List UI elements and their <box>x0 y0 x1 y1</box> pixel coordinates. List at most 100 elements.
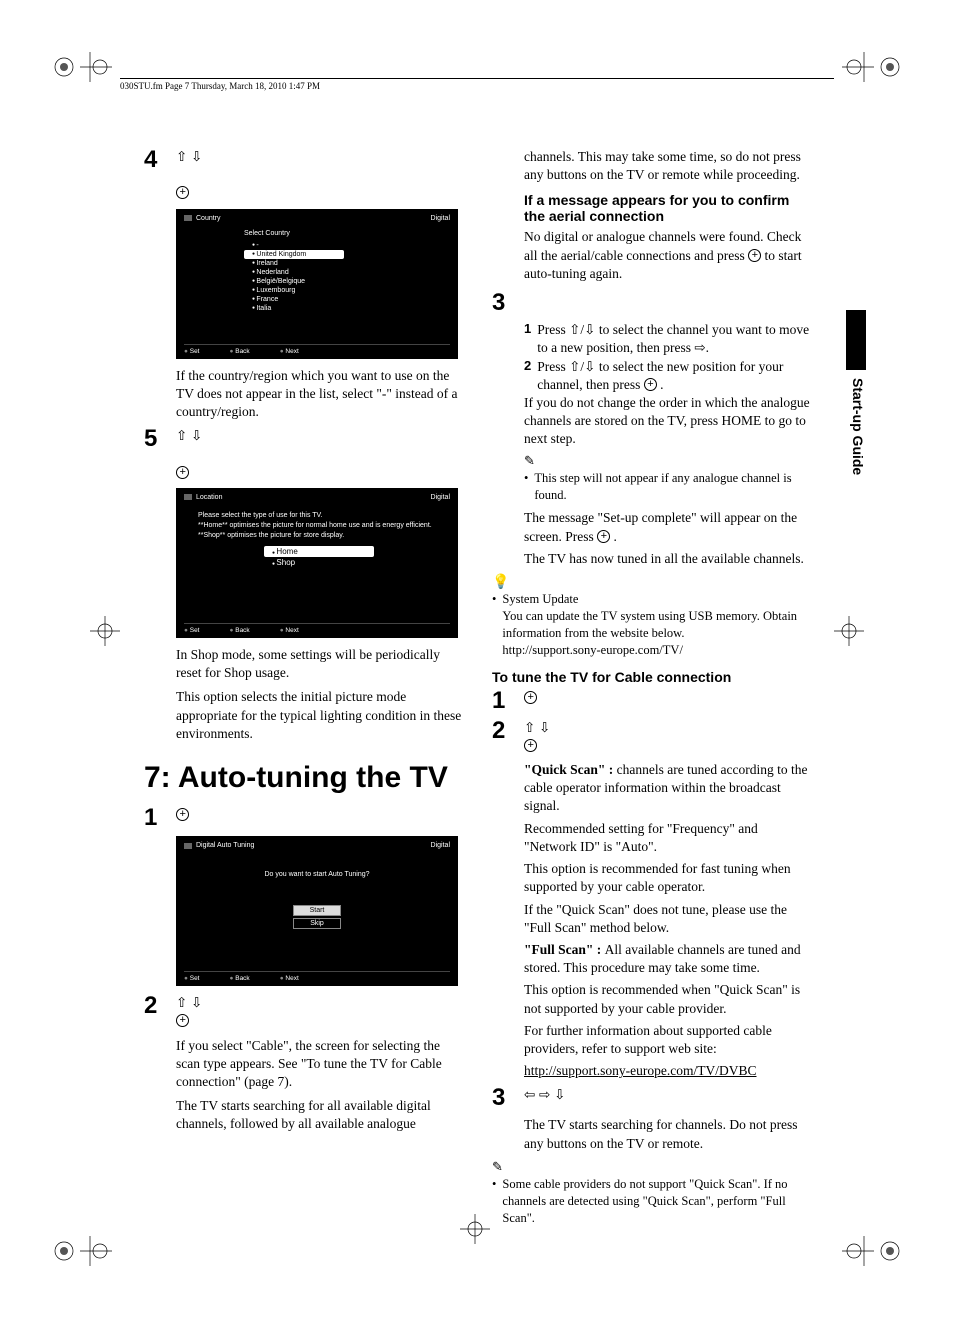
tv-right-label: Digital <box>431 494 450 501</box>
step-number: 1 <box>492 689 512 713</box>
country-item: Italia <box>244 304 450 313</box>
arrow-icons: ⇧ ⇩ <box>176 995 202 1010</box>
reg-mark <box>834 616 864 646</box>
tv-title: Country <box>196 215 221 222</box>
step-number: 3 <box>492 291 512 315</box>
para3: If you do not change the order in which … <box>524 394 812 449</box>
note-icon: ✎ <box>492 1159 503 1174</box>
step-number: 2 <box>492 719 512 755</box>
country-item: Luxembourg <box>244 286 450 295</box>
loc-opt-home: Home <box>264 546 374 557</box>
crop-mark <box>52 1236 112 1266</box>
crop-mark <box>842 1236 902 1266</box>
step5-para2: This option selects the initial picture … <box>176 688 464 743</box>
tv-screen-location: Location Digital Please select the type … <box>176 488 458 638</box>
tv-foot-set: Set <box>184 348 200 355</box>
auto-tune-question: Do you want to start Auto Tuning? <box>184 871 450 878</box>
tip-body: System Update You can update the TV syst… <box>502 591 812 659</box>
tv-foot-next: Next <box>280 975 299 982</box>
enter-icon <box>176 466 189 479</box>
left-column: 4 ⇧ ⇩ Country Digital Select Country - U… <box>144 148 464 1227</box>
tv-foot-back: Back <box>230 348 250 355</box>
para4b: The TV has now tuned in all the availabl… <box>524 550 812 568</box>
country-item: - <box>244 241 450 250</box>
reg-mark <box>90 616 120 646</box>
side-tab <box>846 310 866 370</box>
para4a: The message "Set-up complete" will appea… <box>524 509 812 545</box>
country-item-selected: United Kingdom <box>244 250 344 259</box>
quick-rec3: If the "Quick Scan" does not tune, pleas… <box>524 901 812 937</box>
full-scan: "Full Scan" : All available channels are… <box>524 941 812 977</box>
tv-title: Digital Auto Tuning <box>196 842 254 849</box>
right-column: channels. This may take some time, so do… <box>492 148 812 1227</box>
c3-para: The TV starts searching for channels. Do… <box>524 1116 812 1152</box>
loc-desc: Please select the type of use for this T… <box>198 511 450 521</box>
enter-icon <box>524 739 537 752</box>
enter-icon <box>644 378 657 391</box>
country-item: België/Belgique <box>244 277 450 286</box>
loc-opt-shop: Shop <box>264 557 374 568</box>
page-header-meta: 030STU.fm Page 7 Thursday, March 18, 201… <box>120 78 834 91</box>
arrow-icons: ⇧ ⇩ <box>176 428 202 443</box>
tv-right-label: Digital <box>431 215 450 222</box>
country-item: Ireland <box>244 259 450 268</box>
full-body2: This option is recommended when "Quick S… <box>524 981 812 1017</box>
arrow-icons: ⇧ ⇩ <box>524 720 550 735</box>
full-body3: For further information about supported … <box>524 1022 812 1058</box>
quick-rec: Recommended setting for "Frequency" and … <box>524 820 812 856</box>
loc-desc: **Home** optimises the picture for norma… <box>198 521 450 531</box>
step4-paragraph: If the country/region which you want to … <box>176 367 464 422</box>
tv-title: Location <box>196 494 222 501</box>
step2-para1: If you select "Cable", the screen for se… <box>176 1037 464 1092</box>
cable-head: To tune the TV for Cable connection <box>492 669 812 685</box>
substep-text: Press ⇧/⇩ to select the new position for… <box>537 358 812 394</box>
substep-text: Press ⇧/⇩ to select the channel you want… <box>537 321 812 357</box>
step-number: 1 <box>144 806 164 830</box>
top-continuation: channels. This may take some time, so do… <box>524 148 812 184</box>
aerial-msg-head: If a message appears for you to confirm … <box>524 192 812 224</box>
tv-right-label: Digital <box>431 842 450 849</box>
select-country-label: Select Country <box>244 230 450 237</box>
step-number: 5 <box>144 427 164 482</box>
quick-scan: "Quick Scan" : channels are tuned accord… <box>524 761 812 816</box>
enter-icon <box>176 186 189 199</box>
tip-icon: 💡 <box>492 575 509 590</box>
step2-para2: The TV starts searching for all availabl… <box>176 1097 464 1133</box>
quick-rec2: This option is recommended for fast tuni… <box>524 860 812 896</box>
enter-icon <box>748 249 761 262</box>
tv-screen-country: Country Digital Select Country - United … <box>176 209 458 359</box>
btn-skip: Skip <box>293 918 341 929</box>
step5-para1: In Shop mode, some settings will be peri… <box>176 646 464 682</box>
tv-foot-next: Next <box>280 348 299 355</box>
tv-foot-set: Set <box>184 975 200 982</box>
enter-icon <box>597 530 610 543</box>
note-icon: ✎ <box>524 453 535 468</box>
full-url: http://support.sony-europe.com/TV/DVBC <box>524 1062 812 1080</box>
tv-foot-set: Set <box>184 627 200 634</box>
arrow-icons: ⇧ ⇩ <box>176 149 202 164</box>
loc-desc: **Shop** optimises the picture for store… <box>198 531 450 541</box>
tv-screen-autotune: Digital Auto Tuning Digital Do you want … <box>176 836 458 986</box>
step-number: 4 <box>144 148 164 203</box>
section-title: 7: Auto-tuning the TV <box>144 761 464 794</box>
substep-num: 2 <box>524 358 531 394</box>
note2: Some cable providers do not support "Qui… <box>502 1176 812 1227</box>
enter-icon <box>176 808 189 821</box>
tv-foot-back: Back <box>230 975 250 982</box>
enter-icon <box>176 1014 189 1027</box>
step-number: 2 <box>144 994 164 1030</box>
crop-mark <box>842 52 902 82</box>
enter-icon <box>524 691 537 704</box>
btn-start: Start <box>293 905 342 916</box>
note1: This step will not appear if any analogu… <box>534 470 812 504</box>
side-label: Start-up Guide <box>850 378 866 475</box>
country-item: Nederland <box>244 268 450 277</box>
tv-foot-back: Back <box>230 627 250 634</box>
country-item: France <box>244 295 450 304</box>
step-number: 3 <box>492 1086 512 1110</box>
crop-mark <box>52 52 112 82</box>
tv-foot-next: Next <box>280 627 299 634</box>
arrow-icons: ⇦ ⇨ ⇩ <box>524 1087 565 1102</box>
aerial-msg-para: No digital or analogue channels were fou… <box>524 228 812 283</box>
substep-num: 1 <box>524 321 531 357</box>
